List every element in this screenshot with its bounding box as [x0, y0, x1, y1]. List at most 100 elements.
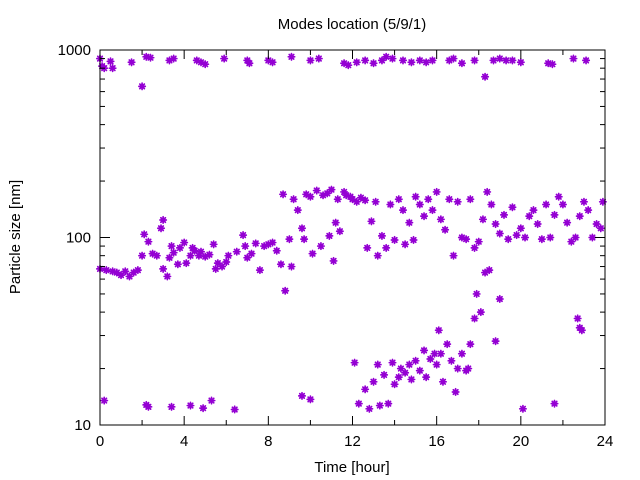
data-point: [575, 212, 584, 221]
data-point: [457, 59, 466, 68]
data-point: [481, 268, 490, 277]
data-point: [186, 401, 195, 410]
data-point: [428, 56, 437, 65]
data-point: [481, 72, 490, 81]
data-point: [445, 56, 454, 65]
data-point: [544, 59, 553, 68]
data-point: [369, 59, 378, 68]
data-point: [394, 373, 403, 382]
data-point: [502, 56, 511, 65]
data-point: [401, 368, 410, 377]
data-point: [430, 349, 439, 358]
data-point: [361, 56, 370, 65]
data-point: [434, 326, 443, 335]
data-point: [255, 266, 264, 275]
data-point: [201, 252, 210, 261]
data-point: [409, 235, 418, 245]
data-point: [598, 197, 607, 206]
data-point: [550, 399, 559, 408]
data-point: [329, 256, 338, 265]
y-tick-label: 10: [74, 417, 91, 434]
data-point: [466, 340, 475, 349]
data-point: [241, 242, 250, 251]
data-point: [415, 200, 424, 209]
data-point: [314, 54, 323, 63]
data-point: [106, 57, 115, 66]
data-point: [405, 360, 414, 369]
data-point: [352, 58, 361, 67]
data-point: [491, 337, 500, 346]
data-point: [491, 219, 500, 229]
data-point: [264, 56, 273, 65]
data-point: [182, 259, 191, 268]
data-point: [495, 294, 504, 304]
data-point: [344, 61, 353, 70]
data-point: [407, 375, 416, 384]
data-point: [361, 196, 370, 205]
data-point: [159, 215, 168, 225]
data-point: [112, 268, 121, 277]
data-point: [211, 264, 220, 273]
data-point: [302, 190, 311, 199]
data-point: [415, 56, 424, 65]
data-point: [297, 224, 307, 233]
data-point: [449, 251, 458, 260]
data-point: [251, 239, 260, 248]
data-point: [138, 251, 147, 260]
data-point: [201, 60, 210, 69]
data-point: [325, 231, 334, 240]
chart-title: Modes location (5/9/1): [278, 16, 426, 33]
data-point: [592, 219, 601, 229]
data-point: [394, 195, 403, 204]
data-point: [138, 82, 147, 91]
data-point: [127, 58, 136, 67]
data-point: [432, 360, 441, 369]
data-point: [470, 243, 479, 252]
data-point: [588, 233, 597, 242]
data-point: [382, 52, 391, 61]
data-point: [207, 396, 216, 405]
data-point: [569, 54, 578, 63]
data-point: [140, 230, 149, 239]
data-point: [125, 272, 134, 281]
data-point: [582, 56, 591, 65]
data-point: [424, 195, 433, 204]
data-point: [371, 197, 380, 206]
data-point: [167, 242, 176, 251]
data-point: [165, 56, 174, 65]
data-point: [483, 187, 492, 196]
data-point: [436, 215, 445, 224]
data-point: [445, 195, 454, 204]
data-point: [529, 206, 538, 215]
data-point: [365, 404, 374, 413]
data-point: [457, 233, 466, 242]
data-point: [169, 248, 178, 257]
data-point: [316, 242, 325, 251]
axis-ticks: 0 4 8 12 16 20 24 10 100 1000: [58, 42, 614, 450]
data-point: [146, 53, 155, 62]
data-point: [352, 197, 361, 206]
data-point: [584, 206, 593, 215]
data-point: [537, 235, 546, 244]
data-point: [180, 238, 189, 247]
data-point: [550, 210, 559, 219]
data-point: [232, 247, 241, 256]
data-point: [260, 242, 269, 251]
data-point: [411, 192, 420, 201]
data-point: [276, 260, 286, 269]
data-point: [306, 56, 315, 65]
data-point: [192, 56, 201, 65]
data-point: [577, 326, 586, 335]
data-point: [380, 370, 389, 379]
data-point: [186, 251, 195, 260]
data-point: [264, 240, 273, 249]
data-point: [159, 264, 168, 273]
data-point: [548, 60, 557, 69]
data-point: [142, 52, 151, 61]
data-point: [148, 249, 157, 258]
data-point: [489, 56, 498, 65]
data-point: [156, 224, 166, 233]
data-point: [478, 215, 488, 224]
data-point: [116, 271, 126, 280]
